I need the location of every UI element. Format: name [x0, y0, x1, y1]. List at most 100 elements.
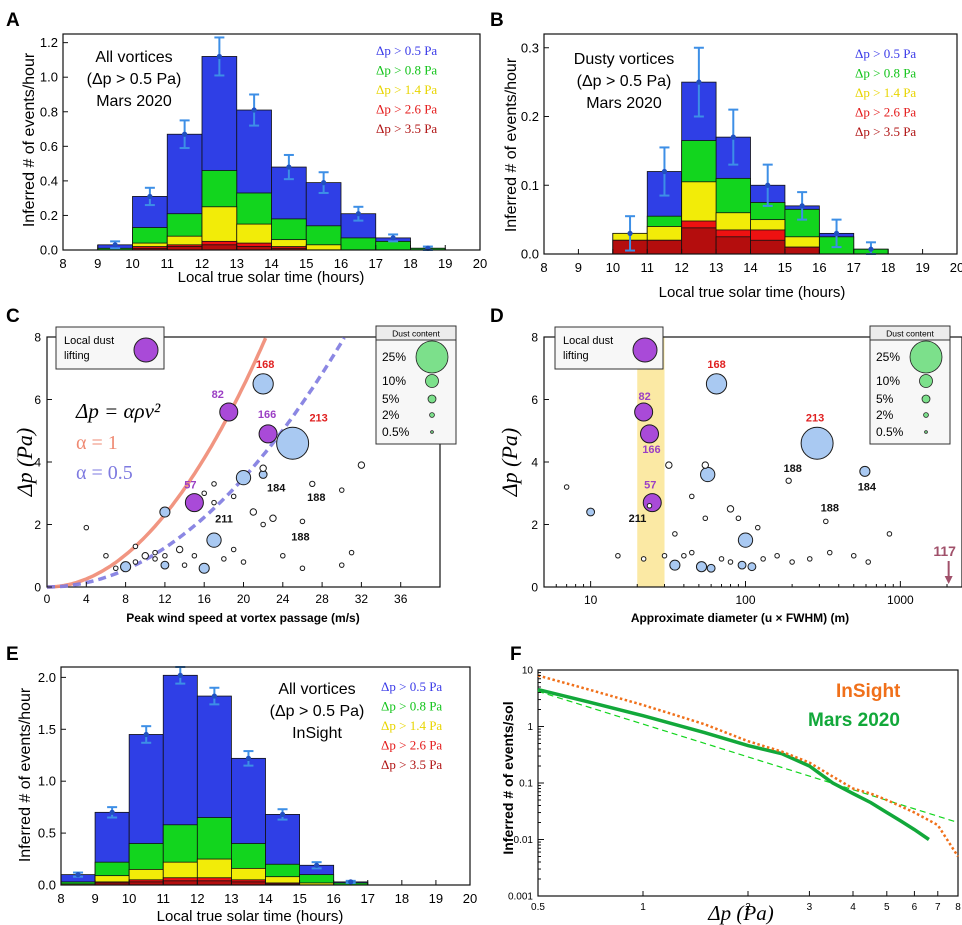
- B-errdot-6: [833, 230, 840, 236]
- F-xtick-label-0.5: 0.5: [531, 902, 545, 913]
- D-point-17: [702, 515, 709, 522]
- C-dust-title: Dust content: [392, 329, 440, 339]
- D-point-26: [737, 560, 747, 570]
- panel-a-legend: Δp > 0.5 Pa Δp > 0.8 Pa Δp > 1.4 Pa Δp > 2.…: [376, 43, 437, 136]
- E-errdot-5: [245, 755, 252, 761]
- C-point-1: [219, 402, 239, 422]
- C-point-29: [230, 546, 237, 553]
- panel-b-xlabel: Local true solar time (hours): [659, 284, 846, 301]
- B-bar-t4-bin3: [715, 236, 751, 255]
- E-xtick-label-15: 15: [292, 891, 306, 906]
- C-point-38: [338, 487, 345, 493]
- C-ytick-label-8: 8: [34, 331, 41, 345]
- D-point-label-6: 184: [858, 481, 877, 493]
- C-point-label-6: 184: [267, 483, 286, 495]
- panel-c-alpha05: α = 0.5: [76, 462, 133, 484]
- E-xtick-label-12: 12: [190, 891, 204, 906]
- E-xtick-label-8: 8: [57, 891, 64, 906]
- D-point-10: [665, 461, 673, 469]
- E-legend-item-3: Δp > 2.6 Pa: [381, 738, 442, 753]
- D-point-15: [726, 505, 735, 513]
- B-xtick-label-8: 8: [540, 260, 547, 275]
- panel-c-inset-dot: [133, 337, 159, 363]
- C-point-label-5: 211: [215, 514, 233, 526]
- A-ytick-label-1.2: 1.2: [40, 35, 58, 50]
- B-errdot-4: [765, 182, 771, 188]
- C-dust-label-4: 0.5%: [382, 425, 410, 439]
- C-point-15: [201, 490, 207, 497]
- panel-a-axes: 8 9 10 11 12 13 14 15 16 17 18 19 20 0.0 0.2 0.4 0.6 0.8 1…: [40, 33, 487, 271]
- panel-f: F Inferred # of events/sol Δp (Pa) 0.5 1 2…: [500, 644, 961, 925]
- C-ytick-label-4: 4: [34, 456, 41, 470]
- A-xtick-label-15: 15: [299, 256, 313, 271]
- D-point-label-8: 188: [821, 502, 839, 514]
- D-ytick-label-2: 2: [531, 518, 538, 532]
- panel-a: A Inferred # of events/hour Local true s…: [6, 10, 487, 286]
- D-point-37: [886, 531, 893, 537]
- A-legend-item-3: Δp > 2.6 Pa: [376, 102, 437, 117]
- panel-a-label-line-3: Mars 2020: [96, 93, 172, 110]
- D-ytick-label-8: 8: [531, 331, 538, 345]
- B-errdot-0: [627, 230, 633, 236]
- B-legend-item-1: Δp > 0.8 Pa: [855, 66, 916, 81]
- D-point-8: [823, 518, 829, 525]
- D-dust-label-3: 2%: [876, 408, 894, 422]
- F-series-mars2020: [537, 687, 930, 841]
- panel-b-axes: 8 9 10 11 12 13 14 15 16 17 18 19 20 0.0 0.1 0.2 0.3: [521, 33, 962, 275]
- panel-f-xlabel: Δp (Pa): [707, 901, 773, 925]
- D-point-16: [735, 515, 742, 522]
- C-point-2: [258, 424, 278, 444]
- C-point-22: [198, 562, 210, 574]
- A-errdot-4: [251, 107, 257, 113]
- panel-c-alpha1: α = 1: [76, 432, 118, 454]
- panel-b-label-line-1: Dusty vortices: [574, 51, 674, 68]
- F-xtick-label-5: 5: [884, 902, 890, 913]
- panel-a-label-line-2: (Δp > 0.5 Pa): [87, 71, 182, 88]
- C-dust-circle-3: [429, 412, 435, 418]
- A-errdot-1: [147, 193, 153, 200]
- D-dust-circle-3: [923, 412, 929, 418]
- C-ytick-label-0: 0: [34, 581, 41, 595]
- A-bar-t1-bin8: [375, 240, 411, 251]
- C-point-7: [309, 480, 316, 488]
- C-point-35: [132, 559, 139, 565]
- A-bar-t4-bin3: [201, 244, 238, 251]
- B-legend-item-4: Δp > 3.5 Pa: [855, 124, 916, 139]
- E-xtick-label-13: 13: [224, 891, 238, 906]
- F-ytick-label-10: 10: [522, 666, 534, 677]
- C-point-17: [249, 508, 258, 516]
- D-point-label-7: 188: [783, 463, 801, 475]
- D-point-1: [634, 402, 654, 422]
- B-bar-t4-bin2: [681, 227, 717, 255]
- panel-a-ylabel: Inferred # of events/hour: [21, 52, 38, 227]
- B-ytick-label-0.0: 0.0: [521, 247, 539, 262]
- B-legend-item-2: Δp > 1.4 Pa: [855, 85, 916, 100]
- panel-c-inset-line-1: Local dust: [64, 335, 114, 347]
- D-point-21: [615, 552, 621, 559]
- E-legend-item-0: Δp > 0.5 Pa: [381, 679, 442, 694]
- C-curve-alpha05: [47, 336, 346, 589]
- C-point-10: [235, 469, 252, 486]
- C-point-23: [175, 545, 184, 554]
- C-xtick-label-32: 32: [355, 592, 369, 606]
- D-point-27: [747, 562, 757, 572]
- panel-e-label-line-2: (Δp > 0.5 Pa): [270, 703, 365, 720]
- C-dust-circle-4: [430, 430, 434, 434]
- panel-d-plot: 168 82 166 213 57 211 184 188 188 117 10 100 1000 0 2 4…: [531, 331, 962, 607]
- C-point-21: [160, 560, 170, 570]
- C-point-41: [132, 543, 139, 550]
- F-ytick-label-0.001: 0.001: [508, 892, 533, 903]
- B-ytick-label-0.2: 0.2: [521, 109, 539, 124]
- panel-e-xlabel: Local true solar time (hours): [157, 908, 344, 925]
- E-xtick-label-10: 10: [122, 891, 136, 906]
- panel-b-label-line-2: (Δp > 0.5 Pa): [577, 73, 672, 90]
- C-point-40: [338, 562, 345, 568]
- E-errdot-3: [177, 672, 183, 678]
- panel-letter-b: B: [490, 10, 504, 31]
- D-ytick-label-6: 6: [531, 393, 538, 407]
- panel-e-label-line-3: InSight: [292, 725, 342, 742]
- D-xtick-label-1000: 1000: [887, 593, 914, 607]
- C-point-label-2: 166: [258, 409, 276, 421]
- panel-b-label-line-3: Mars 2020: [586, 95, 662, 112]
